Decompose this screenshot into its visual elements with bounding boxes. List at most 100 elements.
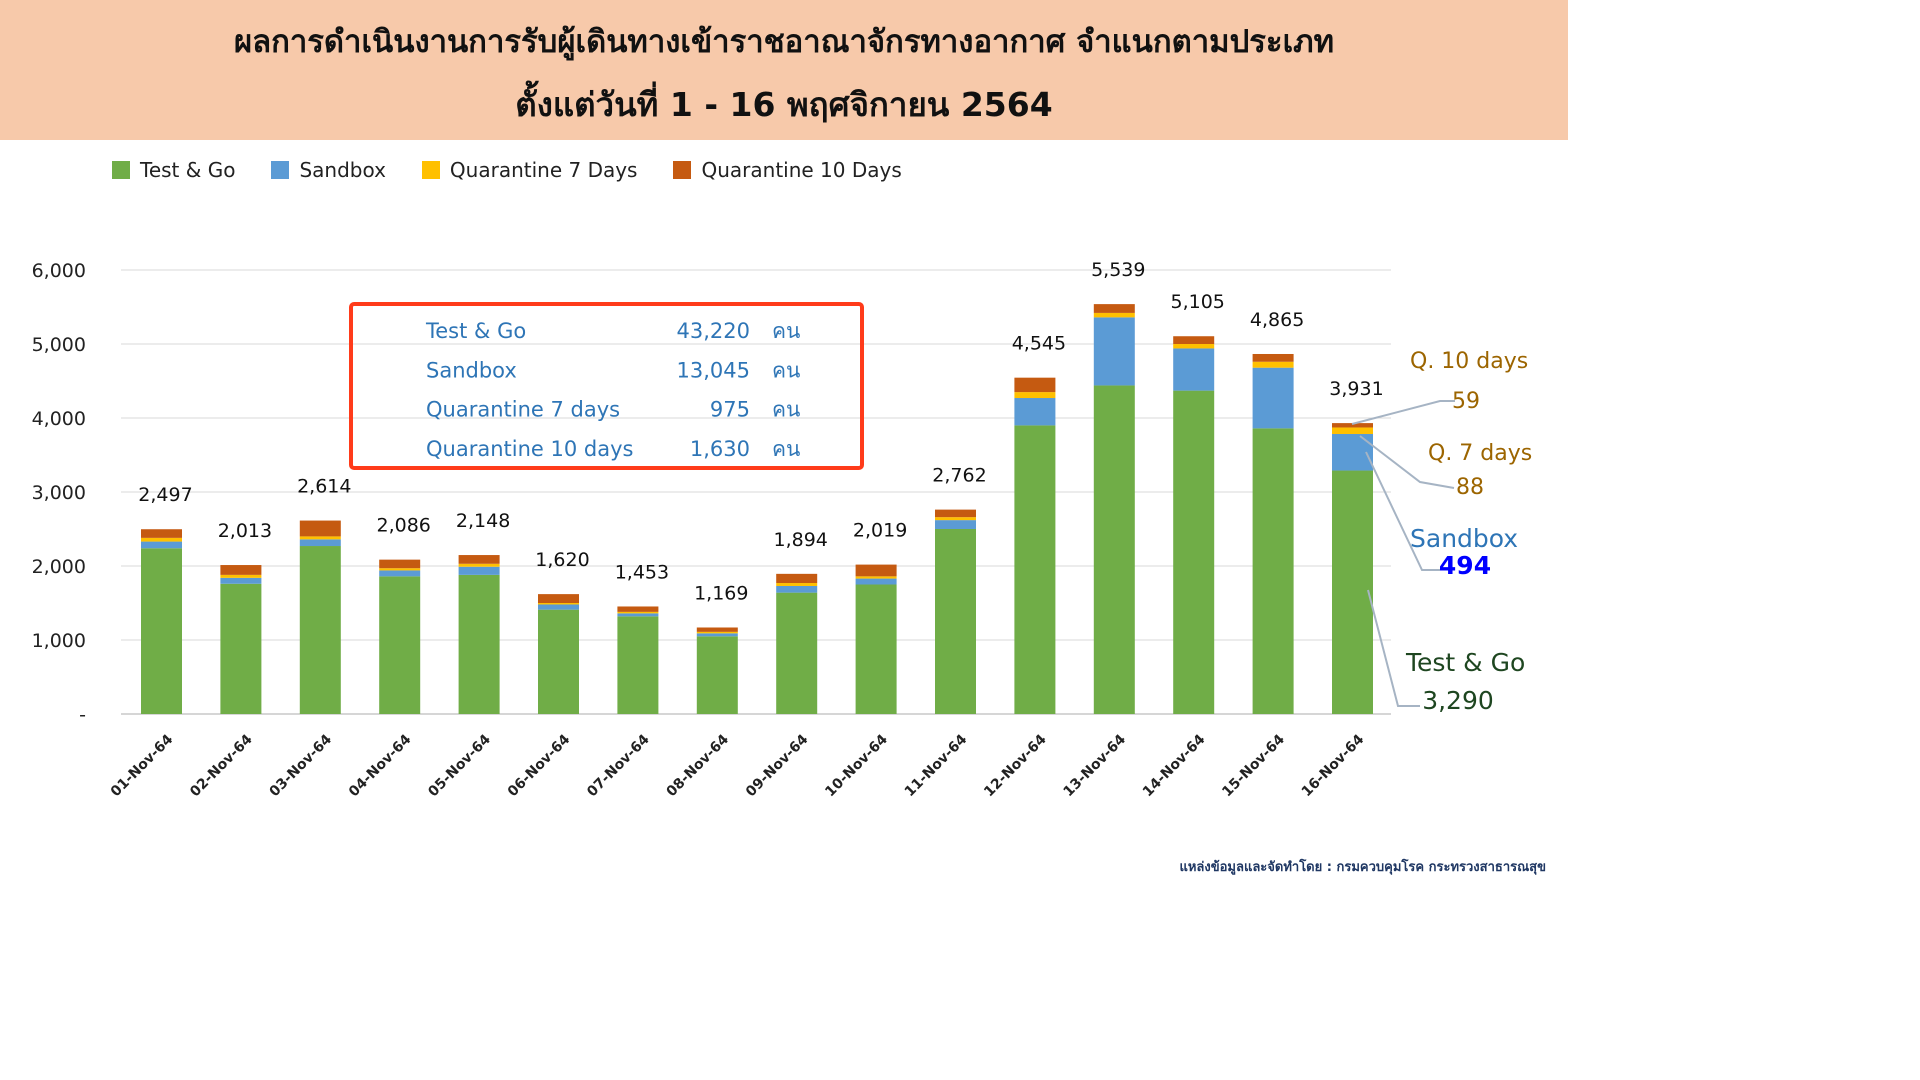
- x-tick-label: 04-Nov-64: [346, 731, 415, 800]
- summary-row-value: 975: [710, 398, 750, 422]
- y-tick-label: -: [79, 704, 86, 726]
- bar-segment-quarantine-10: [299, 520, 341, 537]
- bar-segment-quarantine-10: [1173, 336, 1215, 344]
- data-label-total: 5,105: [1170, 291, 1224, 313]
- x-tick-label: 06-Nov-64: [505, 731, 574, 800]
- bar-segment-test-and-go: [776, 592, 818, 714]
- callout-leader-line: [1351, 400, 1455, 425]
- bar-segment-quarantine-10: [1093, 304, 1135, 313]
- bar-segment-sandbox: [1173, 348, 1215, 391]
- bar-segment-test-and-go: [1014, 425, 1056, 714]
- bar-segment-quarantine-7: [1014, 392, 1056, 399]
- bar-segment-test-and-go: [299, 546, 341, 714]
- callout-value: 88: [1456, 475, 1484, 500]
- callout-label: Test & Go: [1405, 648, 1525, 677]
- bar-segment-sandbox: [299, 539, 341, 547]
- bar-segment-test-and-go: [1332, 470, 1373, 714]
- bar-segment-quarantine-10: [1332, 423, 1373, 428]
- bar-segment-quarantine-7: [220, 574, 262, 578]
- bar-segment-sandbox: [538, 604, 579, 610]
- stacked-bar-chart: - 1,000 2,000 3,000 4,000 5,000 6,000 2,497 01-N…: [32, 259, 1533, 800]
- x-tick-label: 10-Nov-64: [822, 731, 891, 800]
- bar-segment-sandbox: [776, 585, 818, 593]
- x-tick-label: 02-Nov-64: [187, 731, 256, 800]
- bar-segment-quarantine-7: [141, 537, 182, 542]
- data-label-total: 2,086: [376, 515, 430, 537]
- bar-segment-quarantine-10: [617, 606, 659, 612]
- data-label-total: 2,013: [218, 520, 272, 542]
- bar-segment-quarantine-10: [1252, 353, 1294, 362]
- bar-segment-test-and-go: [458, 574, 500, 714]
- bar-segment-test-and-go: [696, 636, 738, 714]
- summary-row-label: Sandbox: [426, 358, 517, 382]
- summary-row-value: 1,630: [690, 437, 750, 461]
- bar-segment-quarantine-10: [538, 594, 579, 603]
- bar-segment-sandbox: [379, 570, 421, 577]
- callout-label: Q. 7 days: [1428, 441, 1532, 466]
- summary-row-unit: คน: [772, 398, 800, 422]
- bar-segment-test-and-go: [855, 584, 897, 714]
- bar-segment-sandbox: [1093, 317, 1135, 386]
- summary-row-value: 43,220: [677, 319, 750, 343]
- x-tick-label: 15-Nov-64: [1219, 731, 1288, 800]
- data-label-total: 2,019: [853, 520, 907, 542]
- summary-row-unit: คน: [772, 358, 800, 382]
- data-label-total: 2,148: [456, 510, 510, 532]
- bar-segment-quarantine-10: [855, 564, 897, 577]
- bar-segment-quarantine-10: [220, 565, 262, 575]
- bar-segment-quarantine-7: [776, 583, 818, 586]
- bar-segment-quarantine-7: [855, 576, 897, 579]
- bar-segment-quarantine-10: [935, 509, 976, 518]
- bar-segment-quarantine-7: [458, 563, 500, 567]
- bar-segment-test-and-go: [617, 616, 659, 714]
- y-tick-label: 1,000: [32, 630, 86, 652]
- bar-segment-test-and-go: [935, 529, 976, 714]
- legend-label: Test & Go: [140, 158, 236, 182]
- bar-segment-quarantine-7: [379, 568, 421, 571]
- data-label-total: 3,931: [1329, 378, 1383, 400]
- summary-row-unit: คน: [772, 437, 800, 461]
- y-tick-label: 2,000: [32, 556, 86, 578]
- bar-segment-test-and-go: [220, 583, 262, 714]
- legend-label: Quarantine 7 Days: [449, 158, 638, 182]
- y-tick-label: 4,000: [32, 408, 86, 430]
- bar-segment-quarantine-7: [538, 603, 579, 605]
- callout-value: 494: [1439, 551, 1491, 580]
- source-note: แหล่งข้อมูลและจัดทำโดย : กรมควบคุมโรค กร…: [1179, 860, 1546, 875]
- bar-segment-quarantine-7: [1332, 427, 1373, 434]
- bar-segment-test-and-go: [538, 609, 579, 714]
- bar-segment-sandbox: [458, 566, 500, 575]
- chart-subtitle: ตั้งแต่วันที่ 1 - 16 พฤศจิกายน 2564: [515, 85, 1053, 124]
- x-tick-label: 07-Nov-64: [584, 731, 653, 800]
- y-tick-label: 3,000: [32, 482, 86, 504]
- bar-segment-quarantine-7: [1173, 344, 1215, 349]
- chart-title: ผลการดำเนินงานการรับผู้เดินทางเข้าราชอาณ…: [233, 24, 1335, 60]
- data-label-total: 2,762: [932, 465, 986, 487]
- legend-label: Quarantine 10 Days: [701, 158, 902, 182]
- bar-segment-sandbox: [220, 577, 262, 584]
- bar-segment-quarantine-10: [141, 529, 182, 538]
- summary-row-value: 13,045: [677, 358, 750, 382]
- callout-label: Sandbox: [1410, 524, 1518, 553]
- bar-segment-test-and-go: [141, 548, 182, 714]
- y-tick-label: 5,000: [32, 334, 86, 356]
- bar-segment-test-and-go: [1252, 428, 1294, 714]
- x-tick-label: 12-Nov-64: [981, 731, 1050, 800]
- callout-leader-line: [1359, 435, 1455, 489]
- bar-segment-quarantine-7: [617, 611, 659, 614]
- bar-segment-quarantine-7: [1252, 361, 1294, 368]
- data-label-total: 1,169: [694, 582, 748, 604]
- callout-value: 59: [1452, 389, 1480, 414]
- legend-swatch: [271, 161, 290, 179]
- x-tick-label: 09-Nov-64: [743, 731, 812, 800]
- y-tick-label: 6,000: [32, 260, 86, 282]
- x-tick-label: 16-Nov-64: [1299, 731, 1368, 800]
- bar-segment-test-and-go: [1093, 385, 1135, 714]
- bar-segment-quarantine-7: [1093, 312, 1135, 318]
- x-tick-label: 08-Nov-64: [664, 731, 733, 800]
- data-label-total: 4,865: [1250, 309, 1304, 331]
- x-tick-label: 13-Nov-64: [1061, 731, 1130, 800]
- data-label-total: 5,539: [1091, 259, 1145, 281]
- callout-leader-line: [1365, 451, 1440, 571]
- legend-item-quarantine-7: Quarantine 7 Days: [421, 158, 638, 182]
